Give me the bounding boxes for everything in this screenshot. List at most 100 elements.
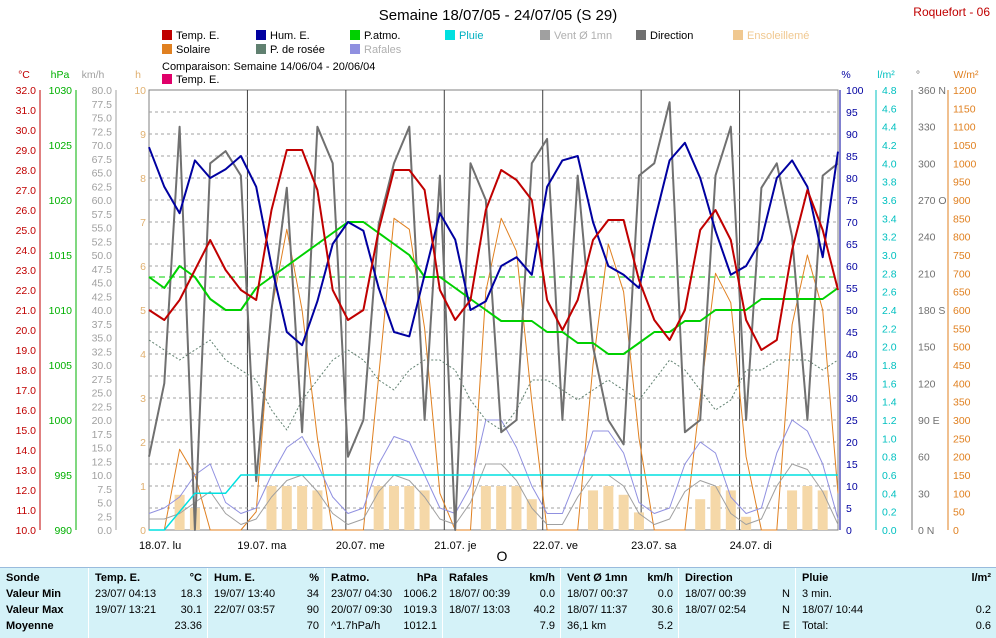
legend-label: Vent Ø 1mn (554, 30, 613, 42)
rain-axis-tick: 4.4 (882, 122, 897, 134)
press-axis-tick: 990 (54, 525, 72, 537)
sun-axis-tick: 1 (140, 481, 146, 493)
solar-axis-tick: 1000 (953, 158, 977, 170)
stats-cell: 18/07/ 13:03 (449, 604, 511, 616)
stats-header: Rafales km/h (449, 572, 555, 588)
wind-axis-tick: 80.0 (92, 85, 113, 97)
solar-axis-tick: 1050 (953, 140, 977, 152)
stats-value: 23.36 (174, 620, 202, 632)
wind-axis-tick: 72.5 (92, 126, 113, 138)
stats-row: 23.36 (95, 620, 202, 636)
stats-header: Pluie l/m² (802, 572, 991, 588)
stats-row: 19/07/ 13:40 34 (214, 588, 319, 604)
stats-row: 18/07/ 00:39 N (685, 588, 790, 604)
wind-axis-tick: 70.0 (92, 140, 113, 152)
legend-label: Pluie (459, 30, 484, 42)
station-name: Roquefort - 06 (913, 5, 990, 19)
stats-header: Hum. E.% (214, 572, 319, 588)
stats-cell: Valeur Min (6, 588, 62, 600)
chart-title: Semaine 18/07/05 - 24/07/05 (S 29) (378, 7, 618, 24)
sunshine-bar (802, 486, 813, 530)
temp-axis-tick: 23.0 (16, 265, 37, 277)
comparison-label: Comparaison: Semaine 14/06/04 - 20/06/04 (162, 61, 376, 73)
wind-axis-tick: 32.5 (92, 346, 113, 358)
temp-axis-tick: 19.0 (16, 345, 37, 357)
wind-axis-tick: 75.0 (92, 113, 113, 125)
hum-axis-tick: 50 (846, 305, 858, 317)
hum-axis-tick: 10 (846, 481, 858, 493)
dir-axis-tick: 270 O (918, 195, 947, 207)
rain-axis-tick: 0.6 (882, 470, 897, 482)
dir-axis-tick: 90 E (918, 415, 940, 427)
dir-axis-tick: 150 (918, 342, 936, 354)
solar-axis-tick: 700 (953, 268, 971, 280)
sunshine-bar (297, 486, 308, 530)
rain-axis-tick: 2.4 (882, 305, 897, 317)
wind-axis-tick: 37.5 (92, 319, 113, 331)
solar-axis-tick: 550 (953, 323, 971, 335)
wind-axis-tick: 30.0 (92, 360, 113, 372)
series-pluie (149, 474, 838, 531)
stats-row: 22/07/ 03:57 90 (214, 604, 319, 620)
stats-row: Moyenne (6, 620, 82, 636)
wind-axis-tick: 35.0 (92, 333, 113, 345)
solar-axis-tick: 1200 (953, 85, 977, 97)
legend-label: Rafales (364, 44, 402, 56)
stats-column: P.atmo. hPa 23/07/ 04:30 1006.2 20/07/ 09:30… (324, 568, 443, 638)
hum-axis-tick: 55 (846, 283, 858, 295)
dir-axis-tick: 300 (918, 158, 936, 170)
wind-axis-tick: 27.5 (92, 374, 113, 386)
hum-axis-tick: 5 (846, 503, 852, 515)
stats-header-unit: °C (189, 572, 202, 584)
legend-swatch (162, 30, 172, 40)
legend-item: P.atmo. (350, 30, 401, 42)
stats-value: N (782, 588, 790, 600)
sunshine-bar (480, 486, 491, 530)
legend-label: P.atmo. (364, 30, 401, 42)
stats-column: Temp. E. °C 23/07/ 04:13 18.3 19/07/ 13:21 30… (88, 568, 208, 638)
sunshine-bar (511, 486, 522, 530)
sunshine-bar (526, 499, 537, 530)
stats-row: Valeur Max (6, 604, 82, 620)
stats-value: 1019.3 (403, 604, 437, 616)
rain-axis-tick: 2.2 (882, 323, 897, 335)
rain-axis-tick: 4.6 (882, 103, 897, 115)
solar-axis-tick: 900 (953, 195, 971, 207)
stats-column: Hum. E.% 19/07/ 13:40 34 22/07/ 03:57 90 70 (207, 568, 325, 638)
temp-axis-tick: 24.0 (16, 245, 37, 257)
sun-axis-tick: 6 (140, 261, 146, 273)
wind-axis-tick: 10.0 (92, 470, 113, 482)
legend-label: Solaire (176, 44, 211, 56)
temp-axis-tick: 27.0 (16, 185, 37, 197)
temp-axis-tick: 18.0 (16, 365, 37, 377)
temp-axis-tick: 28.0 (16, 165, 37, 177)
legend-label: P. de rosée (270, 44, 325, 56)
temp-axis-tick: 25.0 (16, 225, 37, 237)
hum-axis-tick: 45 (846, 327, 858, 339)
stats-cell: ^1.7hPa/h (331, 620, 381, 632)
stats-header: Sonde (6, 572, 82, 588)
stats-value: 0.2 (975, 604, 991, 616)
sunshine-bar (266, 486, 277, 530)
stats-row: 3 min. (802, 588, 991, 604)
hum-axis-tick: 70 (846, 217, 858, 229)
wind-axis-tick: 2.5 (97, 511, 112, 523)
sun-axis-tick: 0 (140, 525, 146, 537)
press-axis-tick: 1030 (49, 85, 73, 97)
sun-axis-tick: 5 (140, 305, 146, 317)
hum-axis-unit: % (841, 69, 850, 81)
stats-row: 20/07/ 09:30 1019.3 (331, 604, 437, 620)
temp-axis-tick: 20.0 (16, 325, 37, 337)
wind-axis-tick: 12.5 (92, 456, 113, 468)
rain-axis-tick: 1.8 (882, 360, 897, 372)
stats-header-unit: hPa (416, 572, 437, 584)
legend-item: Pluie (445, 30, 483, 42)
hum-axis-tick: 95 (846, 107, 858, 119)
rain-axis-tick: 1.2 (882, 415, 897, 427)
series-p-atmo- (148, 221, 839, 355)
wind-axis-tick: 50.0 (92, 250, 113, 262)
rain-axis-tick: 1.6 (882, 378, 897, 390)
series-solaire (149, 217, 839, 531)
stats-row: 18/07/ 00:37 0.0 (567, 588, 673, 604)
wind-axis-tick: 20.0 (92, 415, 113, 427)
